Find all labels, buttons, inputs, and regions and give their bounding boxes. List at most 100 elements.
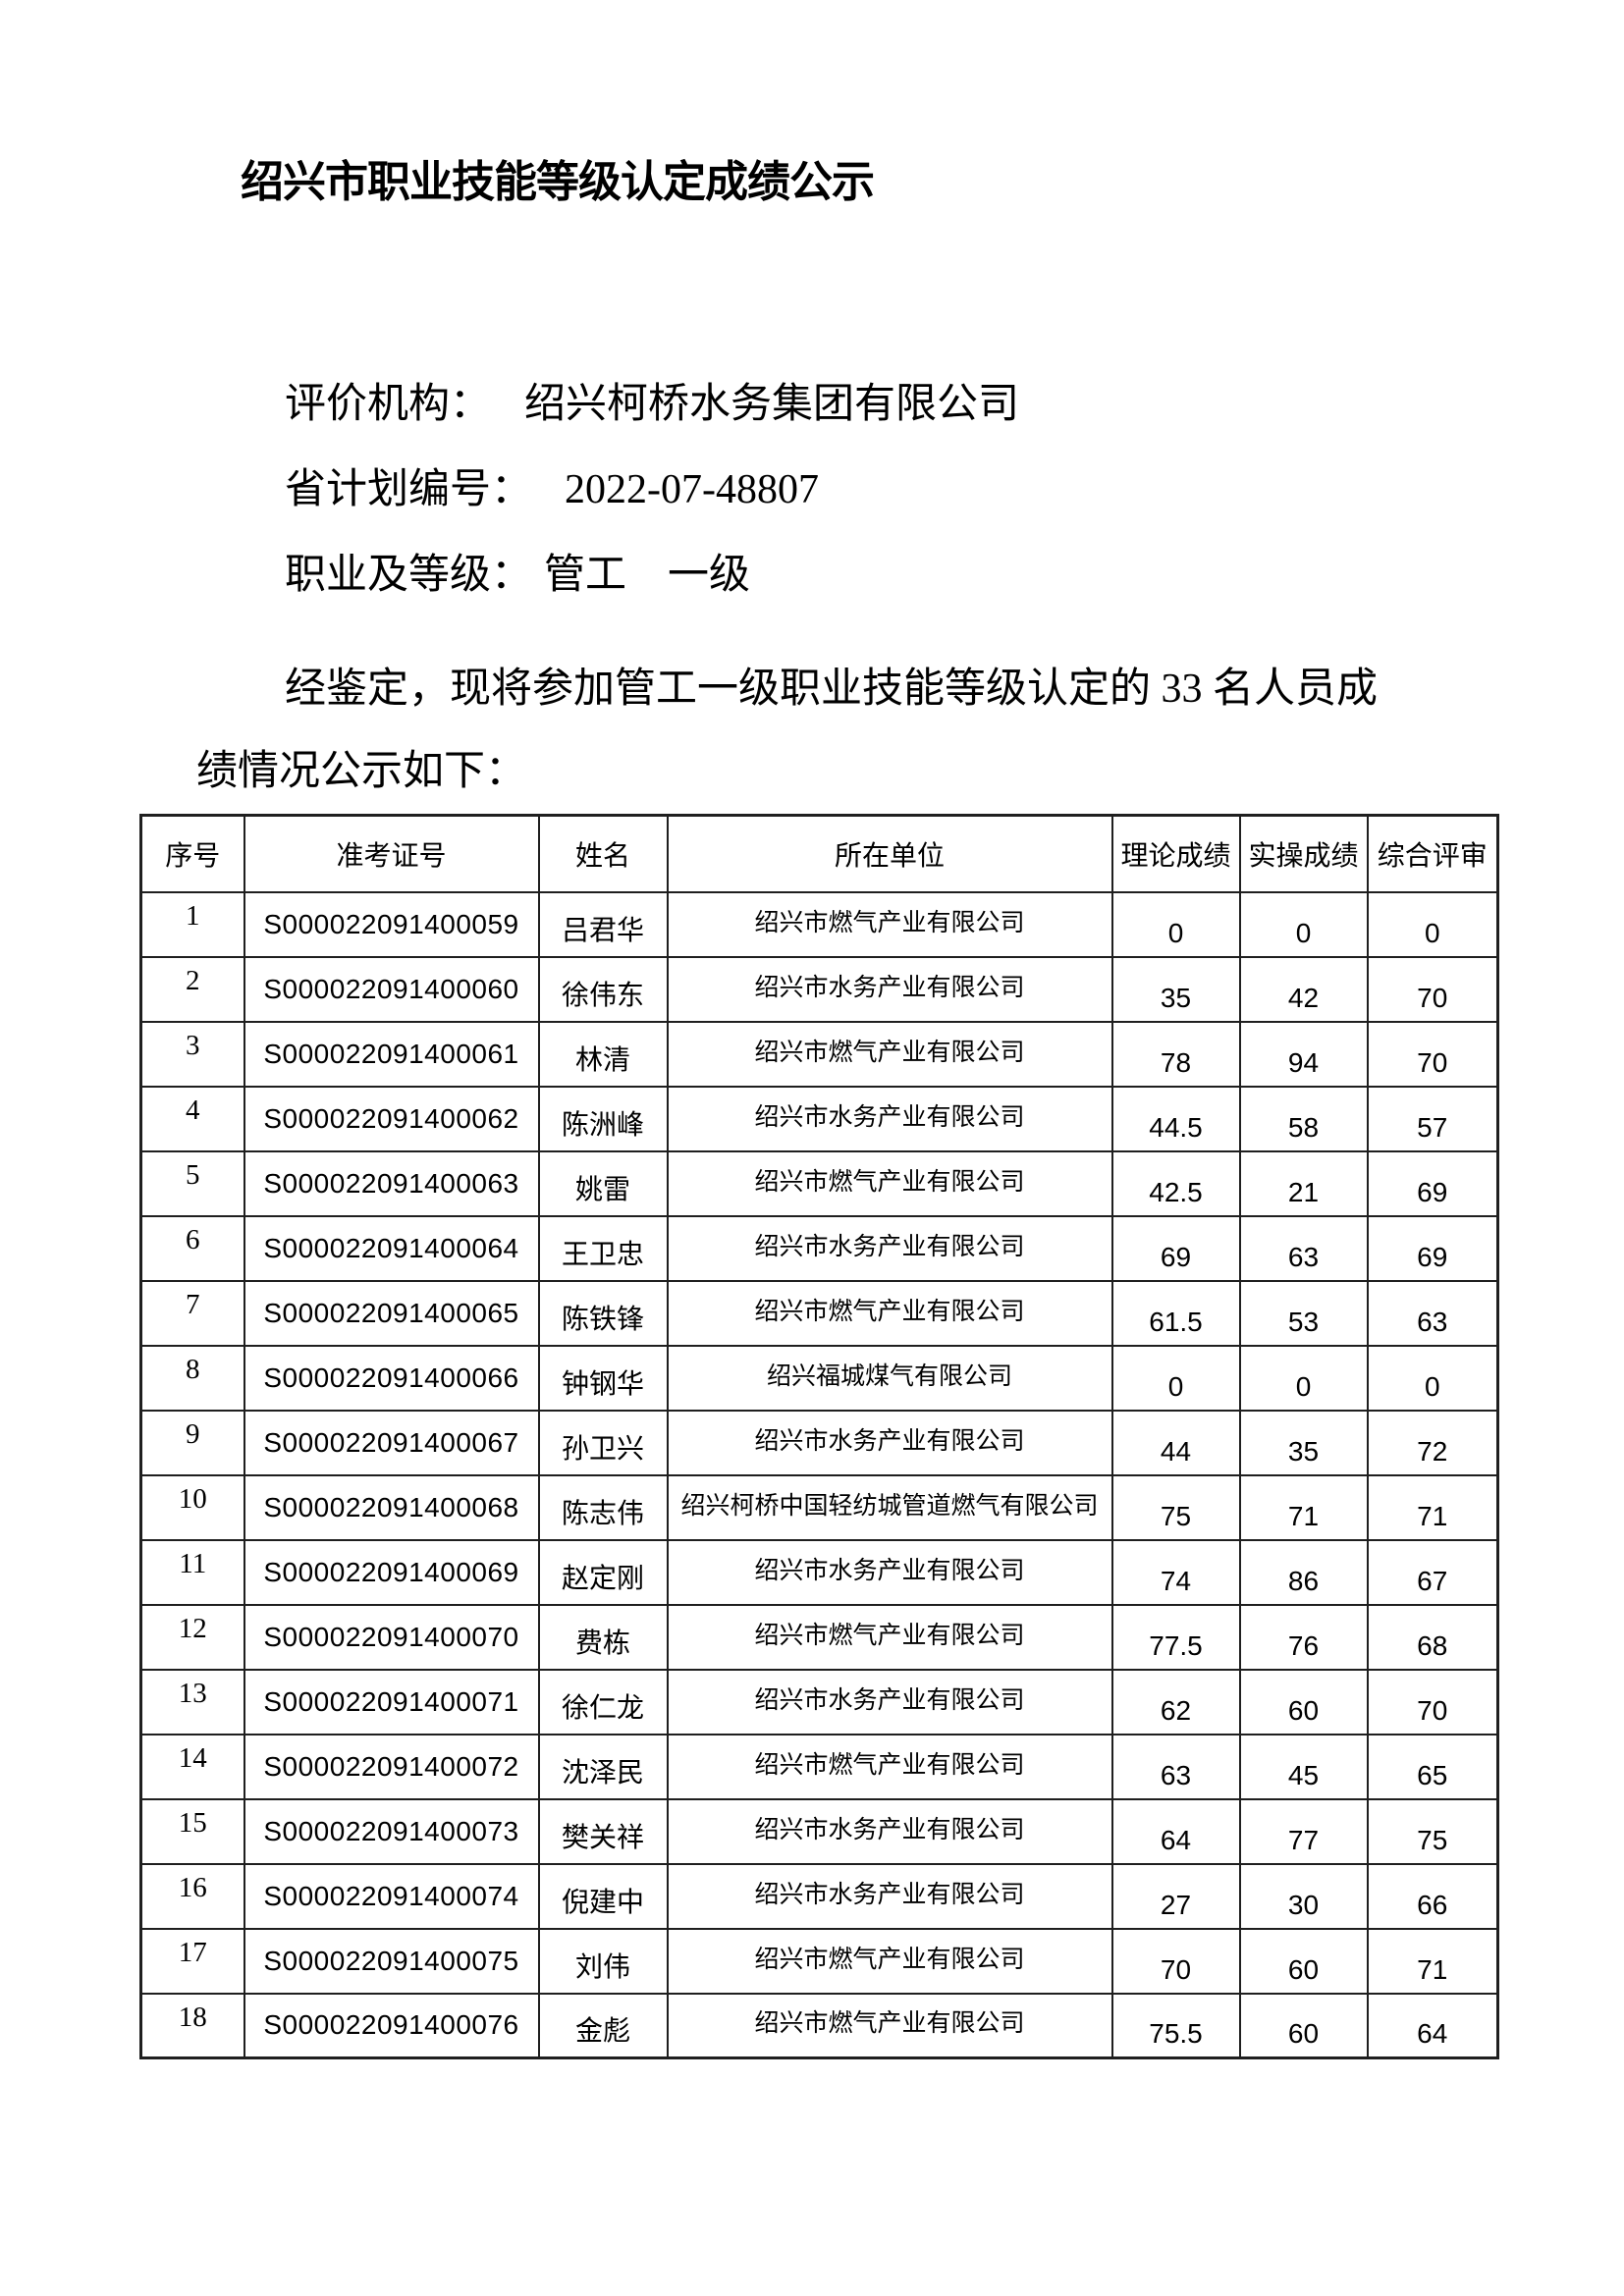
cell-practical-score: 76 bbox=[1238, 1603, 1369, 1671]
cell-practical-score: 60 bbox=[1238, 1992, 1369, 2059]
header-review-score: 综合评审 bbox=[1366, 814, 1499, 893]
cell-theory-score: 61.5 bbox=[1110, 1279, 1241, 1347]
cell-seq: 16 bbox=[139, 1862, 245, 1930]
cell-theory-score: 0 bbox=[1110, 890, 1241, 958]
cell-theory-score: 44 bbox=[1110, 1409, 1241, 1476]
cell-name: 赵定刚 bbox=[537, 1538, 669, 1606]
cell-theory-score: 78 bbox=[1110, 1020, 1241, 1088]
cell-company: 绍兴市水务产业有限公司 bbox=[666, 955, 1113, 1023]
cell-seq: 6 bbox=[139, 1214, 245, 1282]
cell-practical-score: 60 bbox=[1238, 1668, 1369, 1735]
cell-seq: 12 bbox=[139, 1603, 245, 1671]
cell-review-score: 72 bbox=[1366, 1409, 1499, 1476]
cell-name: 刘伟 bbox=[537, 1927, 669, 1995]
cell-company: 绍兴市水务产业有限公司 bbox=[666, 1862, 1113, 1930]
header-seq: 序号 bbox=[139, 814, 245, 893]
header-name: 姓名 bbox=[537, 814, 669, 893]
table-header-row: 序号 准考证号 姓名 所在单位 理论成绩 实操成绩 综合评审 bbox=[139, 814, 1499, 893]
table-row: 9 S000022091400067 孙卫兴 绍兴市水务产业有限公司 44 35 72 bbox=[139, 1409, 1499, 1476]
cell-name: 金彪 bbox=[537, 1992, 669, 2059]
notice-paragraph-line-2: 绩情况公示如下： bbox=[196, 749, 527, 794]
cell-exam-no: S000022091400075 bbox=[243, 1927, 540, 1995]
header-company: 所在单位 bbox=[666, 814, 1113, 893]
cell-seq: 7 bbox=[139, 1279, 245, 1347]
cell-review-score: 70 bbox=[1366, 1020, 1499, 1088]
cell-name: 姚雷 bbox=[537, 1149, 669, 1217]
cell-company: 绍兴市水务产业有限公司 bbox=[666, 1409, 1113, 1476]
cell-seq: 14 bbox=[139, 1733, 245, 1800]
score-table: 序号 准考证号 姓名 所在单位 理论成绩 实操成绩 综合评审 1 S0000220… bbox=[139, 814, 1499, 2059]
cell-exam-no: S000022091400076 bbox=[243, 1992, 540, 2059]
cell-review-score: 63 bbox=[1366, 1279, 1499, 1347]
cell-theory-score: 42.5 bbox=[1110, 1149, 1241, 1217]
cell-review-score: 69 bbox=[1366, 1214, 1499, 1282]
cell-practical-score: 42 bbox=[1238, 955, 1369, 1023]
cell-company: 绍兴市水务产业有限公司 bbox=[666, 1538, 1113, 1606]
cell-exam-no: S000022091400060 bbox=[243, 955, 540, 1023]
table-row: 6 S000022091400064 王卫忠 绍兴市水务产业有限公司 69 63 69 bbox=[139, 1214, 1499, 1282]
page-title: 绍兴市职业技能等级认定成绩公示 bbox=[241, 158, 875, 206]
header-practical-score: 实操成绩 bbox=[1238, 814, 1369, 893]
cell-exam-no: S000022091400067 bbox=[243, 1409, 540, 1476]
table-row: 8 S000022091400066 钟钢华 绍兴福城煤气有限公司 0 0 0 bbox=[139, 1344, 1499, 1412]
cell-name: 陈志伟 bbox=[537, 1473, 669, 1541]
meta-line-evaluator: 评价机构： 绍兴柯桥水务集团有限公司 bbox=[285, 370, 1019, 430]
cell-seq: 4 bbox=[139, 1085, 245, 1152]
header-theory-score: 理论成绩 bbox=[1110, 814, 1241, 893]
cell-name: 王卫忠 bbox=[537, 1214, 669, 1282]
cell-theory-score: 64 bbox=[1110, 1797, 1241, 1865]
cell-company: 绍兴市燃气产业有限公司 bbox=[666, 1149, 1113, 1217]
cell-theory-score: 27 bbox=[1110, 1862, 1241, 1930]
cell-practical-score: 45 bbox=[1238, 1733, 1369, 1800]
cell-practical-score: 21 bbox=[1238, 1149, 1369, 1217]
cell-theory-score: 75.5 bbox=[1110, 1992, 1241, 2059]
cell-review-score: 69 bbox=[1366, 1149, 1499, 1217]
cell-seq: 2 bbox=[139, 955, 245, 1023]
notice-paragraph-line-1: 经鉴定，现将参加管工一级职业技能等级认定的 33 名人员成 bbox=[285, 667, 1379, 712]
cell-practical-score: 0 bbox=[1238, 1344, 1369, 1412]
cell-exam-no: S000022091400069 bbox=[243, 1538, 540, 1606]
table-row: 10 S000022091400068 陈志伟 绍兴柯桥中国轻纺城管道燃气有限公司 75… bbox=[139, 1473, 1499, 1541]
cell-exam-no: S000022091400070 bbox=[243, 1603, 540, 1671]
cell-exam-no: S000022091400066 bbox=[243, 1344, 540, 1412]
cell-theory-score: 70 bbox=[1110, 1927, 1241, 1995]
cell-seq: 17 bbox=[139, 1927, 245, 1995]
cell-theory-score: 69 bbox=[1110, 1214, 1241, 1282]
cell-practical-score: 63 bbox=[1238, 1214, 1369, 1282]
cell-company: 绍兴市水务产业有限公司 bbox=[666, 1214, 1113, 1282]
cell-exam-no: S000022091400068 bbox=[243, 1473, 540, 1541]
table-row: 17 S000022091400075 刘伟 绍兴市燃气产业有限公司 70 60 71 bbox=[139, 1927, 1499, 1995]
cell-exam-no: S000022091400059 bbox=[243, 890, 540, 958]
cell-practical-score: 71 bbox=[1238, 1473, 1369, 1541]
cell-company: 绍兴市燃气产业有限公司 bbox=[666, 1020, 1113, 1088]
cell-theory-score: 74 bbox=[1110, 1538, 1241, 1606]
cell-company: 绍兴市燃气产业有限公司 bbox=[666, 1279, 1113, 1347]
cell-review-score: 0 bbox=[1366, 890, 1499, 958]
cell-practical-score: 86 bbox=[1238, 1538, 1369, 1606]
table-row: 2 S000022091400060 徐伟东 绍兴市水务产业有限公司 35 42 70 bbox=[139, 955, 1499, 1023]
cell-exam-no: S000022091400063 bbox=[243, 1149, 540, 1217]
meta-line-plan-number: 省计划编号： 2022-07-48807 bbox=[285, 455, 819, 515]
table-row: 14 S000022091400072 沈泽民 绍兴市燃气产业有限公司 63 45 65 bbox=[139, 1733, 1499, 1800]
cell-name: 费栋 bbox=[537, 1603, 669, 1671]
table-row: 7 S000022091400065 陈铁锋 绍兴市燃气产业有限公司 61.5 53 63 bbox=[139, 1279, 1499, 1347]
meta-label-occupation-level: 职业及等级： bbox=[285, 553, 533, 598]
cell-name: 陈洲峰 bbox=[537, 1085, 669, 1152]
cell-seq: 3 bbox=[139, 1020, 245, 1088]
table-row: 12 S000022091400070 费栋 绍兴市燃气产业有限公司 77.5 76 68 bbox=[139, 1603, 1499, 1671]
cell-review-score: 57 bbox=[1366, 1085, 1499, 1152]
cell-exam-no: S000022091400074 bbox=[243, 1862, 540, 1930]
cell-practical-score: 0 bbox=[1238, 890, 1369, 958]
cell-theory-score: 75 bbox=[1110, 1473, 1241, 1541]
table-row: 13 S000022091400071 徐仁龙 绍兴市水务产业有限公司 62 60 70 bbox=[139, 1668, 1499, 1735]
table-row: 4 S000022091400062 陈洲峰 绍兴市水务产业有限公司 44.5 58 57 bbox=[139, 1085, 1499, 1152]
table-row: 5 S000022091400063 姚雷 绍兴市燃气产业有限公司 42.5 21 69 bbox=[139, 1149, 1499, 1217]
cell-name: 吕君华 bbox=[537, 890, 669, 958]
cell-company: 绍兴市燃气产业有限公司 bbox=[666, 890, 1113, 958]
cell-practical-score: 30 bbox=[1238, 1862, 1369, 1930]
cell-review-score: 71 bbox=[1366, 1473, 1499, 1541]
cell-exam-no: S000022091400062 bbox=[243, 1085, 540, 1152]
cell-name: 沈泽民 bbox=[537, 1733, 669, 1800]
cell-company: 绍兴市水务产业有限公司 bbox=[666, 1085, 1113, 1152]
